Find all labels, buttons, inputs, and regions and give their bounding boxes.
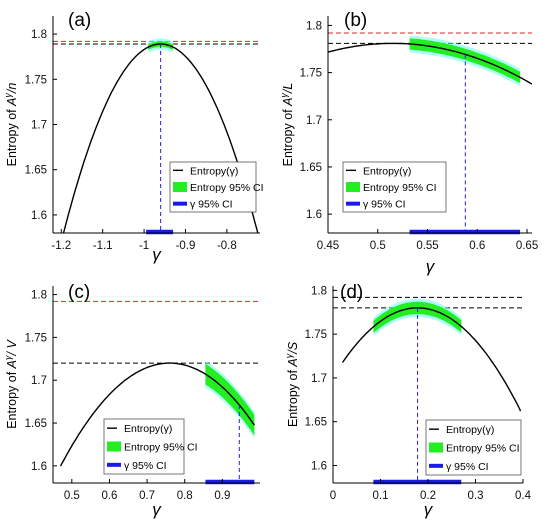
y-tick-label: 1.6 [31,461,47,473]
legend: Entropy(γ) Entropy 95% CI γ 95% CI [103,418,198,475]
plot-area [53,38,260,233]
entropy-ci-band [205,363,255,436]
y-tick-label: 1.8 [31,290,47,302]
y-axis-label: Entropy of Aγ/S [284,341,300,427]
x-axis-label: γ [152,500,162,519]
y-tick-label: 1.7 [311,373,327,385]
x-axis-label: γ [152,245,162,264]
entropy-ci-band [373,301,462,333]
entropy-curve [328,42,532,85]
legend-entry: γ 95% CI [124,460,167,472]
legend-swatch-band [429,442,443,453]
legend-entry: γ 95% CI [446,461,489,473]
panel-d: 0 0.1 0.2 0.3 0.4 1.6 1.65 1.7 1.75 1.8 (d) γ Entrop… [284,282,532,519]
x-tick-label: 0.45 [317,240,339,252]
x-axis-label: γ [424,500,434,519]
legend-entry: γ 95% CI [363,199,406,211]
x-tick-label: -0.9 [176,240,196,252]
x-tick-label: 0.2 [420,490,436,502]
x-tick-label: 0.6 [469,240,485,252]
plot-area [53,300,260,483]
entropy-curve [59,362,255,467]
y-tick-label: 1.6 [31,210,47,222]
legend: Entropy(γ) Entropy 95% CI γ 95% CI [342,161,447,213]
y-axis-label: Entropy of Aγ/ V [3,339,19,429]
y-tick-label: 1.8 [311,285,327,297]
legend-entry: Entropy 95% CI [363,182,437,194]
x-tick-label: 0.6 [101,490,117,502]
plot-area [328,32,532,233]
panel-label: (b) [344,10,367,31]
y-tick-label: 1.6 [306,209,322,221]
legend-entry: Entropy(γ) [446,424,494,436]
y-axis-label: Entropy of Aγ/L [279,83,295,167]
panel-label: (a) [68,10,91,31]
legend-entry: Entropy(γ) [363,165,411,177]
x-tick-label: 0.65 [516,240,538,252]
legend-swatch-band [107,441,121,452]
x-tick-label: 0.55 [416,240,438,252]
y-tick-label: 1.7 [31,375,47,387]
legend-entry: Entropy 95% CI [190,182,264,194]
legend-entry: Entropy(γ) [190,165,238,177]
x-tick-label: 0.9 [214,490,230,502]
x-tick-label: -0.8 [217,240,237,252]
y-tick-label: 1.75 [25,332,47,344]
x-tick-label: -1.1 [93,240,113,252]
x-tick-label: 0.5 [64,490,80,502]
y-tick-label: 1.75 [25,74,47,86]
x-tick-label: -1 [139,240,149,252]
entropy-curve [62,43,259,233]
y-tick-label: 1.75 [300,68,322,80]
legend-entry: Entropy 95% CI [124,442,198,454]
x-axis-label: γ [426,257,436,276]
legend-swatch-band [173,182,187,192]
panel-a: -1.2 -1.1 -1 -0.9 -0.8 1.6 1.65 1.7 1.75 1.8 (a) γ E… [3,10,264,264]
legend-swatch-band [346,182,360,192]
x-tick-label: -1.2 [51,240,71,252]
legend-entry: Entropy(γ) [124,423,172,435]
legend-entry: γ 95% CI [190,199,233,211]
y-tick-label: 1.65 [305,417,327,429]
legend-entry: Entropy 95% CI [446,443,520,455]
plot-area [333,296,523,483]
panel-c: 0.5 0.6 0.7 0.8 0.9 1.6 1.65 1.7 1.75 1.8 (c) γ Entr… [3,282,260,519]
y-tick-label: 1.65 [300,162,322,174]
y-tick-label: 1.65 [25,418,47,430]
legend: Entropy(γ) Entropy 95% CI γ 95% CI [425,419,522,476]
x-tick-label: 0.5 [370,240,386,252]
y-tick-label: 1.8 [306,20,322,32]
x-tick-label: 0.3 [468,490,484,502]
x-tick-label: 0.1 [373,490,389,502]
y-tick-label: 1.7 [306,115,322,127]
entropy-curve [341,307,522,412]
panel-label: (d) [340,282,363,303]
x-tick-label: 0.4 [515,490,532,502]
x-tick-label: 0.7 [139,490,155,502]
panel-b: 0.45 0.5 0.55 0.6 0.65 1.6 1.65 1.7 1.75 1.8 (b) γ E… [279,10,538,276]
x-tick-label: 0.8 [177,490,193,502]
panel-label: (c) [68,282,90,303]
y-axis-label: Entropy of Aγ/n [3,83,19,167]
entropy-ci-band [409,38,521,83]
x-tick-label: 0 [330,490,336,502]
legend: Entropy(γ) Entropy 95% CI γ 95% CI [169,161,264,213]
y-tick-label: 1.75 [305,329,327,341]
y-tick-label: 1.7 [31,120,47,132]
y-tick-label: 1.8 [31,29,47,41]
y-tick-label: 1.65 [25,165,47,177]
y-tick-label: 1.6 [311,460,327,472]
